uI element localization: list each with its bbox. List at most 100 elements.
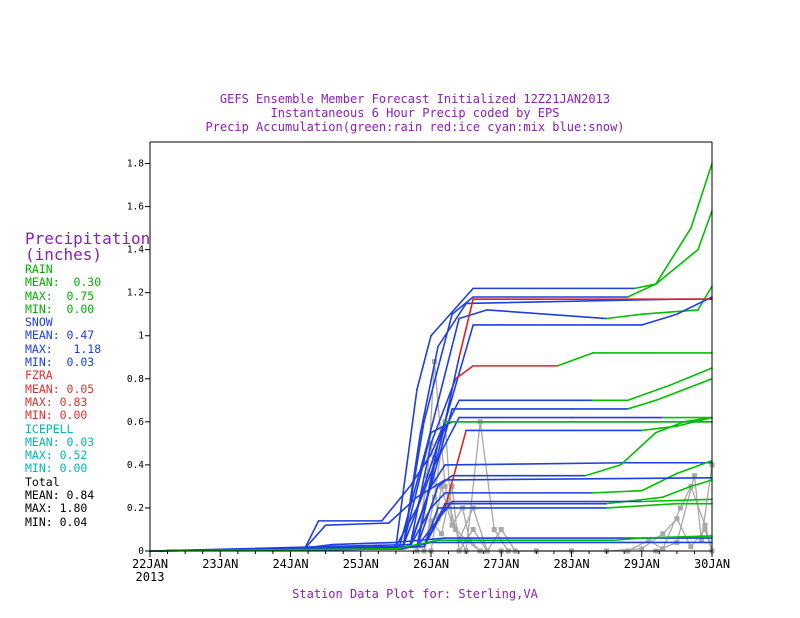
snow-max: MAX: 1.18 <box>25 341 102 356</box>
instantaneous-point <box>639 546 645 552</box>
icepell-mean: MEAN: 0.03 <box>25 434 95 449</box>
y-tick-label: 1.4 <box>127 245 144 256</box>
accumulation-segment <box>324 522 390 526</box>
accumulation-segment <box>454 365 474 380</box>
accumulation-segment <box>395 388 418 548</box>
accumulation-segment <box>458 309 489 320</box>
accumulation-segment <box>654 248 699 285</box>
accumulation-segment <box>444 477 713 481</box>
y-tick-label: 1.8 <box>127 159 144 170</box>
accumulation-segment <box>430 287 474 337</box>
chart-title-line2: Instantaneous 6 Hour Precip coded by EPS <box>270 106 560 120</box>
total-mean: MEAN: 0.84 <box>25 488 95 503</box>
accumulation-segment <box>654 421 685 434</box>
instantaneous-point <box>691 473 697 479</box>
accumulation-segment <box>416 464 436 548</box>
x-tick-label: 23JAN <box>202 557 238 571</box>
accumulation-segment <box>402 431 432 548</box>
instantaneous-point <box>702 522 708 528</box>
accumulation-segment <box>451 296 474 316</box>
icepell-max: MAX: 0.52 <box>25 448 88 463</box>
accumulation-segment <box>303 524 327 550</box>
icepell-min: MIN: 0.00 <box>25 461 88 476</box>
accumulation-segment <box>395 507 418 548</box>
accumulation-segment <box>426 317 460 445</box>
instantaneous-point <box>491 526 497 532</box>
rain-min: MIN: 0.00 <box>25 301 95 316</box>
total-min: MIN: 0.04 <box>25 514 88 529</box>
icepell-stats: ICEPELL MEAN: 0.03 MAX: 0.52 MIN: 0.00 <box>25 421 150 476</box>
icepell-label: ICEPELL <box>25 421 74 436</box>
instantaneous-point <box>439 483 445 489</box>
y-tick-label: 0.6 <box>127 417 144 428</box>
instantaneous-point <box>646 537 652 543</box>
accumulation-segment <box>331 541 397 546</box>
x-tick-label: 24JAN <box>272 557 308 571</box>
accumulation-segment <box>444 324 474 423</box>
instantaneous-point <box>702 526 708 532</box>
instantaneous-series-line <box>416 443 516 553</box>
accumulation-segment <box>437 302 467 348</box>
x-tick-label: 22JAN <box>132 557 168 571</box>
accumulation-segment <box>669 367 713 387</box>
accumulation-segment <box>584 464 622 477</box>
instantaneous-point <box>428 518 434 524</box>
sidebar-heading: Precipitation <box>25 229 151 248</box>
y-tick-label: 1 <box>138 331 144 342</box>
accumulation-segment <box>416 479 446 498</box>
accumulation-segment <box>398 442 429 548</box>
accumulation-segment <box>409 485 432 546</box>
rain-max: MAX: 0.75 <box>25 288 95 303</box>
x-tick-label: 29JAN <box>624 557 660 571</box>
fzra-min: MIN: 0.00 <box>25 408 88 423</box>
chart-title-line3: Precip Accumulation(green:rain red:ice c… <box>205 120 625 134</box>
accumulation-segment <box>437 474 453 488</box>
sidebar-subheading: (inches) <box>25 245 103 264</box>
instantaneous-point <box>698 537 704 543</box>
fzra-mean: MEAN: 0.05 <box>25 381 95 396</box>
instantaneous-point <box>449 522 455 528</box>
fzra-max: MAX: 0.83 <box>25 394 88 409</box>
fzra-label: FZRA <box>25 368 53 383</box>
rain-stats: RAIN MEAN: 0.30 MAX: 0.75 MIN: 0.00 <box>25 262 150 316</box>
accumulation-segment <box>690 162 713 229</box>
total-max: MAX: 1.80 <box>25 501 88 516</box>
instantaneous-point <box>498 526 504 532</box>
accumulation-segment <box>697 210 713 251</box>
y-tick-label: 1.6 <box>127 202 144 213</box>
fzra-stats: FZRA MEAN: 0.05 MAX: 0.83 MIN: 0.00 <box>25 369 150 422</box>
chart-title-line1: GEFS Ensemble Member Forecast Initialize… <box>219 92 611 106</box>
accumulation-segment <box>381 485 411 522</box>
accumulation-segment <box>296 543 334 550</box>
instantaneous-point <box>449 483 455 489</box>
accumulation-segment <box>640 498 713 503</box>
accumulation-segment <box>626 283 657 298</box>
accumulation-segment <box>303 520 320 550</box>
accumulation-segment <box>423 313 453 423</box>
accumulation-segment <box>388 496 418 524</box>
total-stats: Total MEAN: 0.84 MAX: 1.80 MIN: 0.04 <box>25 475 150 529</box>
y-tick-label: 0.4 <box>127 460 144 471</box>
accumulation-segment <box>402 541 432 550</box>
x-tick-label: 25JAN <box>343 557 379 571</box>
accumulation-segment <box>395 537 446 544</box>
accumulation-segment <box>605 313 643 320</box>
accumulation-segment <box>395 539 439 550</box>
rain-label: RAIN <box>25 262 53 276</box>
accumulation-segment <box>416 334 432 391</box>
accumulation-segment <box>458 298 474 359</box>
accumulation-segment <box>430 421 446 455</box>
accumulation-segment <box>444 461 629 466</box>
station-footer: Station Data Plot for: Sterling,VA <box>292 587 538 601</box>
accumulation-segment <box>619 431 657 466</box>
accumulation-segment <box>676 459 713 475</box>
accumulation-segment <box>633 283 657 290</box>
accumulation-segment <box>430 492 446 509</box>
accumulation-segment <box>690 479 713 488</box>
accumulation-segment <box>626 399 657 410</box>
accumulation-layer <box>149 162 713 552</box>
accumulation-segment <box>626 384 671 402</box>
snow-label: SNOW <box>25 315 53 330</box>
